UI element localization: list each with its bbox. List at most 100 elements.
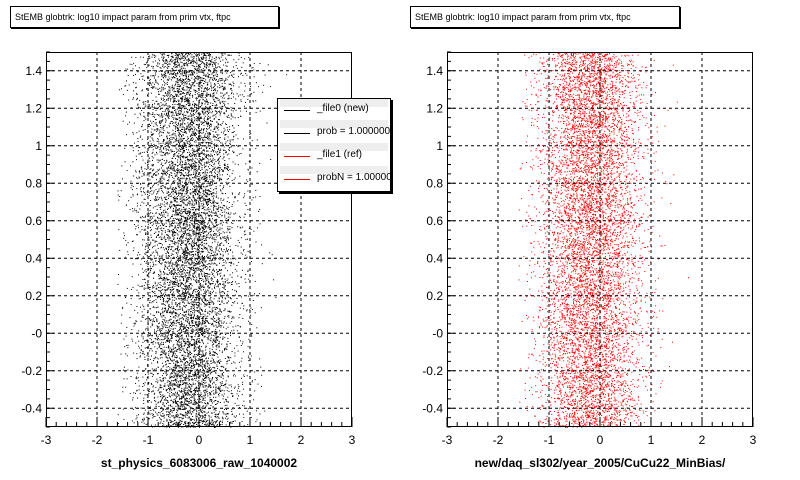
data-point bbox=[220, 333, 221, 335]
data-point bbox=[217, 307, 219, 309]
data-point bbox=[267, 64, 269, 66]
data-point bbox=[215, 222, 216, 224]
data-point bbox=[227, 238, 229, 239]
data-point bbox=[148, 276, 150, 278]
data-point bbox=[231, 410, 233, 412]
data-point bbox=[200, 192, 202, 194]
data-point bbox=[183, 199, 185, 201]
data-point bbox=[196, 369, 198, 370]
data-point bbox=[237, 95, 239, 97]
data-point bbox=[225, 328, 227, 330]
data-point bbox=[197, 137, 199, 139]
data-point bbox=[189, 112, 191, 114]
data-point bbox=[160, 263, 162, 265]
data-point bbox=[161, 56, 163, 58]
data-point bbox=[243, 195, 245, 197]
data-point bbox=[154, 283, 156, 285]
data-point bbox=[183, 257, 185, 258]
data-point bbox=[164, 231, 166, 233]
data-point bbox=[206, 330, 208, 331]
data-point bbox=[156, 179, 157, 181]
data-point bbox=[171, 121, 173, 122]
data-point bbox=[180, 218, 182, 220]
data-point bbox=[184, 160, 186, 162]
data-point bbox=[163, 414, 165, 416]
data-point bbox=[145, 232, 147, 234]
data-point bbox=[150, 168, 152, 170]
data-point bbox=[173, 106, 175, 108]
data-point bbox=[186, 140, 188, 142]
data-point bbox=[193, 197, 195, 199]
data-point bbox=[203, 213, 205, 215]
data-point bbox=[197, 118, 199, 120]
data-point bbox=[176, 384, 178, 386]
data-point bbox=[167, 207, 169, 209]
data-point bbox=[226, 92, 228, 94]
data-point bbox=[193, 305, 195, 307]
data-point bbox=[178, 395, 180, 397]
data-point bbox=[231, 139, 233, 141]
data-point bbox=[160, 287, 162, 289]
data-point bbox=[133, 90, 134, 92]
data-point bbox=[223, 97, 225, 99]
data-point bbox=[224, 309, 226, 311]
data-point bbox=[203, 378, 205, 380]
data-point bbox=[183, 378, 185, 380]
data-point bbox=[182, 271, 184, 272]
data-point bbox=[159, 131, 161, 133]
data-point bbox=[191, 160, 193, 162]
data-point bbox=[154, 240, 156, 242]
data-point bbox=[193, 126, 195, 128]
data-point bbox=[196, 411, 198, 413]
data-point bbox=[143, 417, 145, 419]
data-point bbox=[214, 400, 216, 402]
data-point bbox=[205, 101, 207, 102]
data-point bbox=[240, 246, 242, 248]
data-point bbox=[215, 65, 216, 67]
data-point bbox=[174, 97, 176, 99]
data-point bbox=[210, 302, 212, 304]
data-point bbox=[184, 363, 186, 365]
data-point bbox=[159, 329, 161, 331]
data-point bbox=[145, 246, 146, 248]
data-point bbox=[208, 322, 209, 324]
data-point bbox=[178, 283, 180, 284]
data-point bbox=[168, 266, 170, 267]
data-point bbox=[178, 90, 180, 92]
data-point bbox=[202, 399, 203, 401]
data-point bbox=[158, 242, 160, 244]
data-point bbox=[211, 141, 213, 143]
data-point bbox=[203, 379, 205, 381]
data-point bbox=[232, 81, 234, 83]
data-point bbox=[182, 119, 184, 121]
data-point bbox=[202, 153, 204, 155]
data-point bbox=[165, 103, 167, 105]
data-point bbox=[224, 86, 226, 88]
data-point bbox=[169, 386, 171, 388]
data-point bbox=[179, 117, 181, 118]
data-point bbox=[168, 414, 170, 416]
data-point bbox=[152, 370, 154, 372]
data-point bbox=[199, 144, 201, 146]
data-point bbox=[174, 249, 176, 251]
data-point bbox=[176, 201, 178, 203]
data-point bbox=[174, 317, 176, 319]
data-point bbox=[216, 344, 218, 346]
data-point bbox=[153, 190, 155, 192]
data-point bbox=[167, 72, 169, 74]
data-point bbox=[136, 376, 137, 378]
data-point bbox=[159, 277, 161, 279]
data-point bbox=[226, 154, 228, 156]
data-point bbox=[171, 70, 173, 72]
data-point bbox=[184, 210, 186, 212]
data-point bbox=[214, 62, 216, 64]
data-point bbox=[192, 328, 193, 330]
data-point bbox=[213, 203, 215, 205]
data-point bbox=[187, 277, 189, 279]
data-point bbox=[220, 269, 222, 271]
data-point bbox=[195, 329, 197, 331]
data-point bbox=[220, 375, 222, 377]
data-point bbox=[215, 79, 217, 80]
data-point bbox=[148, 157, 150, 159]
data-point bbox=[187, 65, 189, 67]
